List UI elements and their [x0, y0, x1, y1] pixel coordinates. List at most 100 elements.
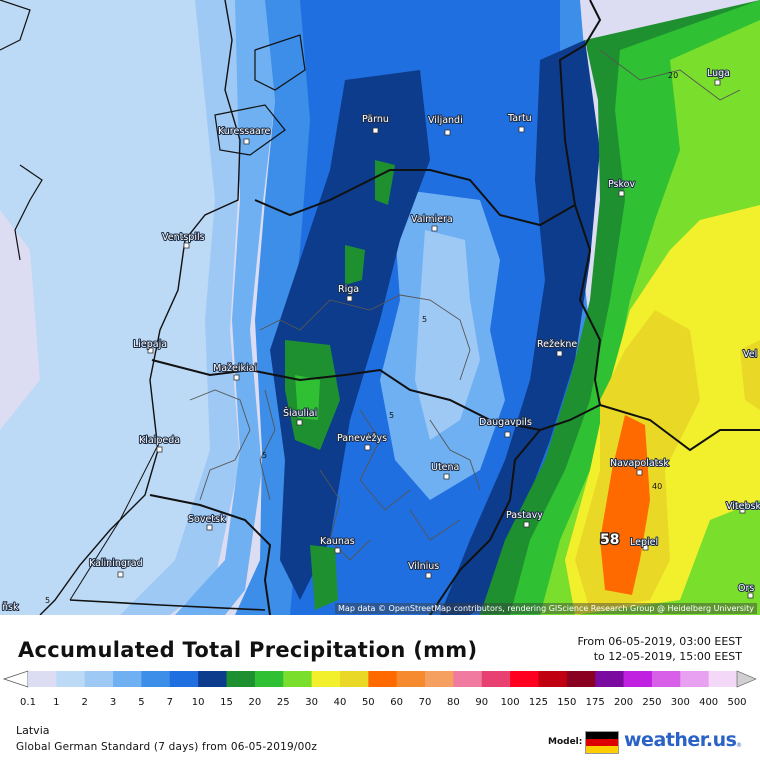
legend-swatch: [56, 671, 86, 687]
legend-swatch: [510, 671, 539, 687]
forecast-period: From 06-05-2019, 03:00 EEST to 12-05-201…: [578, 634, 742, 664]
svg-text:Liepaja: Liepaja: [133, 339, 167, 350]
legend-tick-label: 40: [333, 697, 347, 708]
precipitation-map[interactable]: 5 5 5 20 40 5 Pärnu Viljandi Tartu Kures…: [0, 0, 760, 615]
svg-text:Ors: Ors: [738, 583, 754, 594]
band-10mm-west: [270, 70, 430, 600]
legend-swatch: [283, 671, 313, 687]
contour-label: 5: [262, 451, 267, 460]
band-2mm: [120, 0, 250, 615]
band-20mm-patch: [295, 375, 320, 420]
city-ventspils: Ventspils: [161, 231, 206, 249]
germany-flag-icon: [585, 731, 619, 754]
svg-text:Kuressaare: Kuressaare: [218, 126, 271, 137]
curonian-spit: [69, 444, 159, 601]
city-navapolatsk: Navapolatsk: [609, 457, 670, 476]
legend-swatch: [481, 671, 511, 687]
city-kaliningrad: Kaliningrad: [88, 557, 144, 578]
city-sovetsk: Sovetsk: [187, 513, 227, 531]
contour-label: 5: [45, 596, 50, 605]
svg-text:Panevėžys: Panevėžys: [337, 433, 387, 444]
legend-tick-label: 500: [727, 697, 747, 708]
city-markers: Pärnu Viljandi Tartu Kuressaare Luga Psk…: [1, 67, 760, 614]
model-label: Model:: [548, 737, 583, 747]
city-valmiera: Valmiera: [410, 213, 454, 232]
svg-text:Valmiera: Valmiera: [411, 214, 453, 225]
flag-stripe-black: [586, 732, 618, 739]
period-to: to 12-05-2019, 15:00 EEST: [593, 650, 742, 663]
svg-text:Pärnu: Pärnu: [362, 114, 389, 125]
contour-label: 5: [389, 411, 394, 420]
city-nsk: ňsk: [1, 601, 20, 614]
weather-us-logo[interactable]: weather.us: [624, 729, 737, 751]
city-lepiel: Lepiel: [629, 536, 659, 551]
legend-swatch: [538, 671, 568, 687]
max-value-label: 58: [600, 532, 619, 548]
legend-swatch: [368, 671, 398, 687]
legend-swatch: [84, 671, 114, 687]
city-pskov: Pskov: [607, 178, 636, 197]
svg-text:Režekne: Režekne: [537, 339, 577, 350]
border-estonia-russia: [558, 0, 602, 206]
city-vel: Vel: [742, 348, 758, 361]
brand-registered-mark: ®: [736, 742, 742, 749]
band-5mm-inner: [415, 230, 480, 440]
city-vitebsk: Vitebsk: [725, 500, 760, 514]
svg-text:Vitebsk: Vitebsk: [726, 501, 760, 512]
flag-stripe-red: [586, 739, 618, 746]
legend-swatch: [425, 671, 454, 687]
band-15mm-b: [345, 245, 365, 285]
coastline: [39, 0, 241, 615]
legend-under-arrow: [2, 670, 29, 688]
regional-borders: [189, 49, 741, 561]
city-tartu: Tartu: [506, 112, 533, 133]
legend-tick-label: 175: [585, 697, 605, 708]
city-pastavy: Pastavy: [505, 509, 544, 528]
svg-text:Daugavpils: Daugavpils: [479, 417, 532, 428]
city-utena: Utena: [430, 461, 460, 480]
svg-text:Luga: Luga: [707, 68, 730, 79]
legend-tick-label: 125: [528, 697, 549, 708]
svg-text:Pastavy: Pastavy: [506, 510, 543, 521]
svg-text:Utena: Utena: [431, 462, 459, 473]
band-15mm-d: [310, 545, 338, 610]
legend-tick-label: 50: [361, 697, 375, 708]
svg-text:Viljandi: Viljandi: [428, 115, 463, 126]
legend-tick-label: 100: [500, 697, 520, 708]
legend-tick-label: 20: [248, 697, 262, 708]
contour-label: 20: [668, 71, 678, 80]
legend-swatch: [708, 671, 738, 687]
legend-swatch: [28, 671, 57, 687]
city-klaipeda: Klaipeda: [138, 434, 181, 453]
city-mazeikiai: Mažeikiai: [212, 362, 258, 381]
legend-tick-label: 80: [447, 697, 460, 708]
svg-text:Tartu: Tartu: [507, 113, 532, 124]
band-3mm: [175, 0, 280, 615]
legend-tick-label: 70: [418, 697, 432, 708]
legend-tick-label: 30: [305, 697, 318, 708]
legend-tick-label: 10: [191, 697, 205, 708]
city-liepaja: Liepaja: [132, 338, 168, 354]
contour-label: 5: [422, 315, 427, 324]
period-from: From 06-05-2019, 03:00 EEST: [577, 635, 742, 648]
chart-title: Accumulated Total Precipitation (mm): [18, 638, 478, 662]
legend-swatch: [680, 671, 710, 687]
legend-swatch: [141, 671, 171, 687]
svg-text:Riga: Riga: [338, 284, 359, 295]
legend-tick-label: 0.1: [20, 697, 36, 708]
border-kaliningrad-poland: [69, 599, 266, 611]
svg-text:Navapolatsk: Navapolatsk: [610, 458, 669, 469]
city-kaunas: Kaunas: [319, 535, 356, 554]
city-daugavpils: Daugavpils: [478, 416, 533, 438]
svg-text:Ventspils: Ventspils: [162, 232, 205, 243]
map-attribution: Map data © OpenStreetMap contributors, r…: [335, 603, 757, 614]
city-viljandi: Viljandi: [427, 114, 464, 136]
legend-swatch: [198, 671, 228, 687]
saaremaa-island: [214, 104, 286, 156]
region-label: Latvia: [16, 724, 50, 737]
legend-swatch: [311, 671, 341, 687]
city-ors: Ors: [737, 582, 755, 599]
legend-tick-label: 25: [276, 697, 290, 708]
band-50mm-east: [600, 415, 650, 595]
legend-tick-label: 5: [138, 697, 145, 708]
